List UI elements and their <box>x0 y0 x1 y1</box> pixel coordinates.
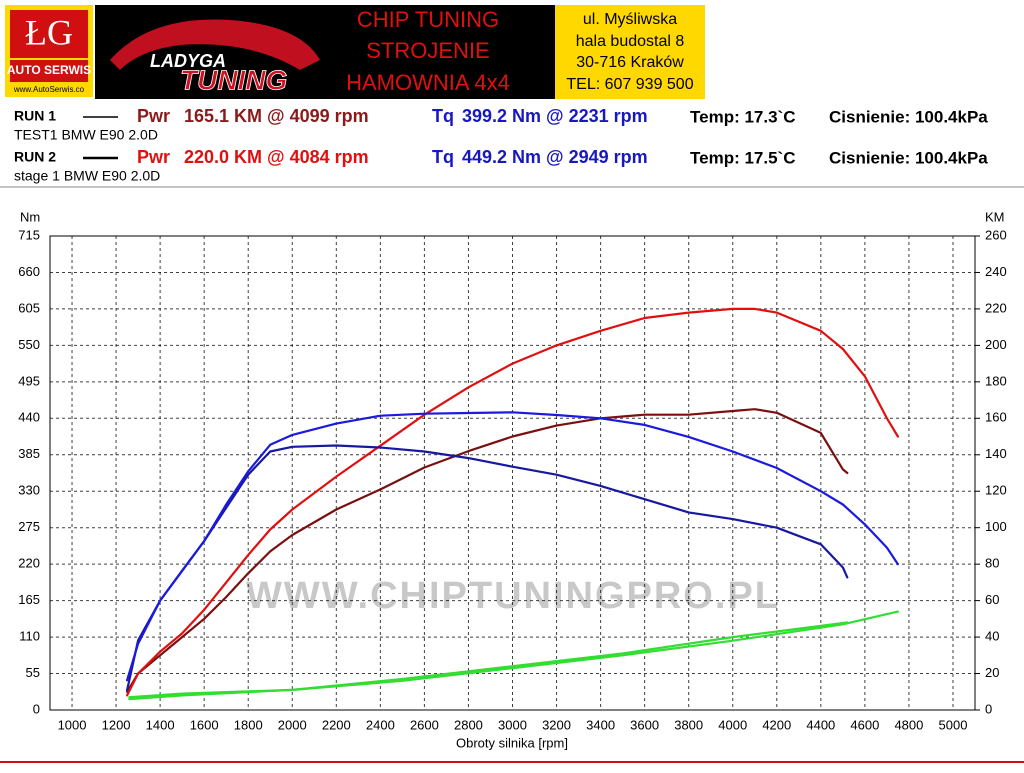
service: STROJENIE <box>366 38 489 63</box>
y2-tick-label: 260 <box>985 227 1007 242</box>
x-tick-label: 3000 <box>498 717 527 732</box>
logo-url: www.AutoSerwis.co <box>13 85 85 94</box>
y-tick-label: 605 <box>18 300 40 315</box>
series-line <box>126 411 899 682</box>
x-tick-label: 4000 <box>718 717 747 732</box>
service: HAMOWNIA 4x4 <box>346 70 510 95</box>
y2-tick-label: 40 <box>985 629 999 644</box>
y-tick-label: 330 <box>18 483 40 498</box>
x-tick-label: 2400 <box>366 717 395 732</box>
tq-label: Tq <box>432 147 454 167</box>
tq: 399.2 Nm @ 2231 rpm <box>462 106 648 126</box>
y-tick-label: 220 <box>18 556 40 571</box>
x-tick-label: 2200 <box>322 717 351 732</box>
series-line <box>128 610 899 701</box>
y2-tick-label: 220 <box>985 300 1007 315</box>
x-tick-label: 2800 <box>454 717 483 732</box>
pwr: 220.0 KM @ 4084 rpm <box>184 147 369 167</box>
x-axis-label: Obroty silnika [rpm] <box>456 735 568 750</box>
pwr-label: Pwr <box>137 106 170 126</box>
pwr: 165.1 KM @ 4099 rpm <box>184 106 369 126</box>
y-tick-label: 275 <box>18 519 40 534</box>
logo-red <box>10 10 88 58</box>
address-line: 30-716 Kraków <box>576 54 684 71</box>
y-tick-label: 165 <box>18 592 40 607</box>
x-tick-label: 1400 <box>146 717 175 732</box>
x-tick-label: 3600 <box>630 717 659 732</box>
y-tick-label: 495 <box>18 373 40 388</box>
x-tick-label: 3200 <box>542 717 571 732</box>
series-line <box>128 621 849 699</box>
brand-bottom: TUNING <box>180 64 287 95</box>
x-tick-label: 3800 <box>674 717 703 732</box>
y2-tick-label: 80 <box>985 556 999 571</box>
y2-tick-label: 140 <box>985 446 1007 461</box>
address-line: TEL: 607 939 500 <box>566 76 693 93</box>
tq-label: Tq <box>432 106 454 126</box>
x-tick-label: 1000 <box>58 717 87 732</box>
logo: ŁG <box>25 12 73 52</box>
y-tick-label: 715 <box>18 227 40 242</box>
y2-tick-label: 100 <box>985 519 1007 534</box>
run-name: RUN 1 <box>14 108 56 124</box>
y2-tick-label: 200 <box>985 337 1007 352</box>
run-name: RUN 2 <box>14 149 56 165</box>
y-tick-label: 55 <box>26 665 40 680</box>
y2-tick-label: 60 <box>985 592 999 607</box>
pwr-label: Pwr <box>137 147 170 167</box>
x-tick-label: 5000 <box>939 717 968 732</box>
car: stage 1 BMW E90 2.0D <box>14 168 160 184</box>
car-shape <box>110 19 320 70</box>
y-tick-label: 385 <box>18 446 40 461</box>
series-line <box>126 444 849 692</box>
x-tick-label: 2000 <box>278 717 307 732</box>
x-tick-label: 3400 <box>586 717 615 732</box>
y2-tick-label: 160 <box>985 410 1007 425</box>
y2-tick-label: 20 <box>985 665 999 680</box>
x-tick-label: 4200 <box>762 717 791 732</box>
y2-tick-label: 240 <box>985 264 1007 279</box>
temp: Temp: 17.3`C <box>690 107 796 126</box>
y-tick-label: 110 <box>19 629 40 644</box>
tq: 449.2 Nm @ 2949 rpm <box>462 147 648 167</box>
y2-tick-label: 0 <box>985 701 992 716</box>
x-tick-label: 1600 <box>190 717 219 732</box>
plot-frame <box>49 235 976 711</box>
x-tick-label: 2600 <box>410 717 439 732</box>
y2-tick-label: 180 <box>985 373 1007 388</box>
logo-sub: AUTO SERWIS <box>7 63 91 77</box>
pressure: Cisnienie: 100.4kPa <box>829 107 988 126</box>
y-tick-label: 440 <box>18 410 40 425</box>
y-axis-label: Nm <box>20 209 40 224</box>
y2-tick-label: 120 <box>985 483 1007 498</box>
series-line <box>126 307 899 697</box>
brand-top: LADYGA <box>150 51 226 71</box>
address-box <box>555 5 705 99</box>
logo-sub-box <box>10 60 88 82</box>
y-tick-label: 660 <box>18 264 40 279</box>
pressure: Cisnienie: 100.4kPa <box>829 148 988 167</box>
x-tick-label: 4400 <box>806 717 835 732</box>
series-line <box>126 408 849 693</box>
address-line: ul. Myśliwska <box>583 11 677 28</box>
y-tick-label: 550 <box>18 337 40 352</box>
temp: Temp: 17.5`C <box>690 148 796 167</box>
service: CHIP TUNING <box>357 7 499 32</box>
x-tick-label: 1200 <box>102 717 131 732</box>
y-tick-label: 0 <box>33 701 40 716</box>
x-tick-label: 1800 <box>234 717 263 732</box>
y2-axis-label: KM <box>985 209 1005 224</box>
address-line: hala budostal 8 <box>576 33 685 50</box>
x-tick-label: 4800 <box>894 717 923 732</box>
car: TEST1 BMW E90 2.0D <box>14 127 158 143</box>
x-tick-label: 4600 <box>850 717 879 732</box>
